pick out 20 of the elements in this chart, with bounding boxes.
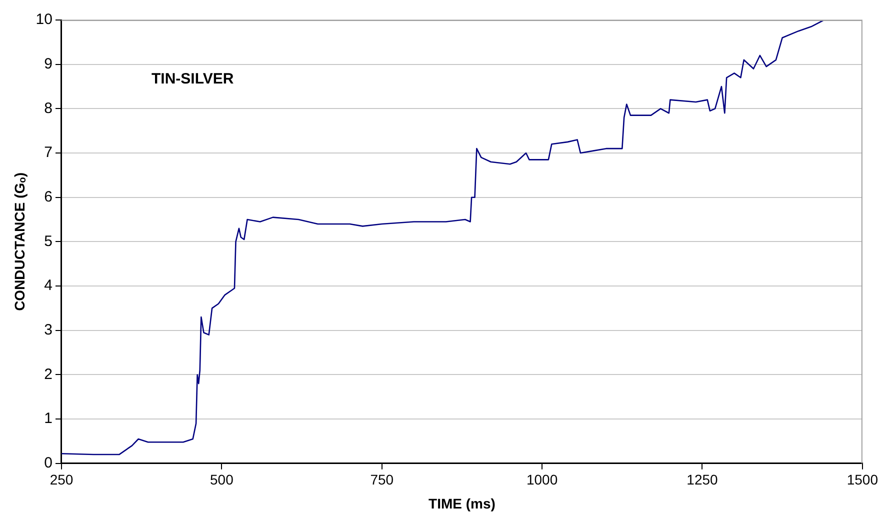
y-tick-label: 4 xyxy=(44,277,52,294)
x-tick-label: 1250 xyxy=(686,472,718,488)
y-tick-label: 3 xyxy=(44,322,52,339)
y-tick-label: 0 xyxy=(44,454,52,472)
y-tick-label: 9 xyxy=(44,55,52,72)
annotation: TIN-SILVER xyxy=(151,70,234,88)
y-tick-label: 6 xyxy=(44,188,52,206)
y-axis-title: CONDUCTANCE (Gₒ) xyxy=(11,172,28,311)
y-tick-label: 8 xyxy=(44,100,52,117)
y-tick-label: 2 xyxy=(44,366,52,383)
x-tick-label: 1500 xyxy=(846,472,878,488)
x-tick-label: 1000 xyxy=(526,472,558,488)
y-tick-label: 1 xyxy=(44,410,52,428)
x-axis-title: TIME (ms) xyxy=(428,495,496,512)
x-tick-label: 250 xyxy=(50,472,74,488)
x-tick-label: 500 xyxy=(210,472,234,488)
y-tick-label: 5 xyxy=(44,232,52,250)
y-tick-label: 7 xyxy=(44,144,52,162)
x-tick-label: 750 xyxy=(370,472,394,488)
y-tick-label: 10 xyxy=(36,11,52,28)
